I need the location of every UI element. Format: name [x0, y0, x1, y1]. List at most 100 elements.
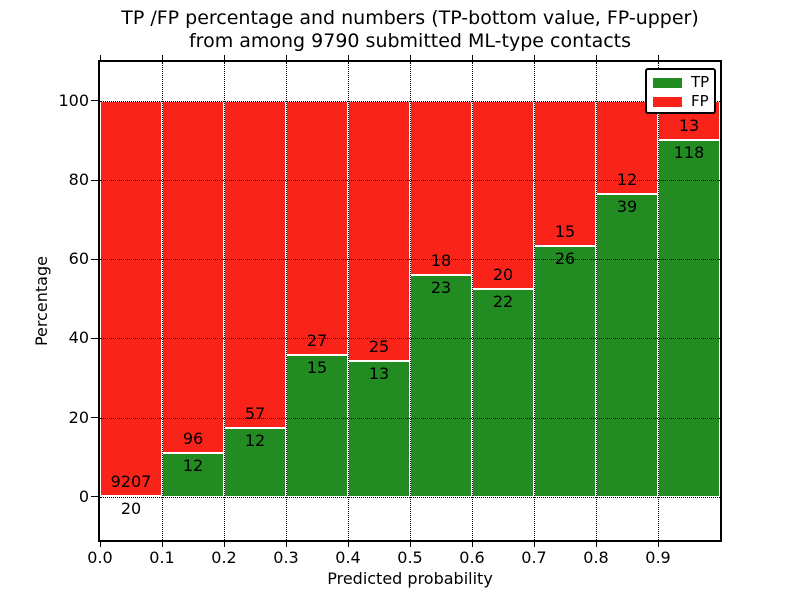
- x-top-tick: [161, 55, 163, 60]
- x-tick-label: 0.9: [645, 548, 671, 567]
- fp-count-label: 20: [492, 265, 514, 285]
- x-tick: [657, 542, 659, 547]
- fp-bar-segment: [286, 100, 348, 356]
- tp-count-label: 39: [616, 196, 638, 216]
- tp-count-label: 118: [673, 143, 705, 163]
- fp-count-label: 18: [430, 250, 452, 270]
- x-tick-label: 0.2: [211, 548, 237, 567]
- fp-bar-segment: [472, 100, 534, 290]
- vertical-gridline: [596, 62, 597, 540]
- vertical-gridline: [286, 62, 287, 540]
- tp-count-label: 26: [554, 248, 576, 268]
- tp-count-label: 23: [430, 277, 452, 297]
- y-tick-label: 40: [68, 328, 89, 348]
- x-tick: [223, 542, 225, 547]
- tp-bar-segment: [658, 140, 720, 497]
- x-top-tick: [533, 55, 535, 60]
- legend: TP FP: [645, 68, 716, 114]
- x-tick-label: 0.8: [583, 548, 609, 567]
- x-top-tick: [409, 55, 411, 60]
- tp-bar-segment: [534, 245, 596, 497]
- fp-legend-swatch: [653, 96, 682, 107]
- y-tick-label: 100: [58, 90, 89, 110]
- fp-count-label: 25: [368, 337, 390, 357]
- vertical-gridline: [534, 62, 535, 540]
- chart-title: TP /FP percentage and numbers (TP-bottom…: [100, 7, 720, 53]
- x-top-tick: [471, 55, 473, 60]
- x-top-tick: [99, 55, 101, 60]
- vertical-gridline: [410, 62, 411, 540]
- x-axis-label: Predicted probability: [327, 569, 493, 588]
- vertical-gridline: [658, 62, 659, 540]
- y-tick: [91, 337, 98, 339]
- x-tick: [161, 542, 163, 547]
- y-tick-label: 80: [68, 170, 89, 189]
- y-tick: [91, 258, 98, 260]
- x-top-tick: [595, 55, 597, 60]
- tp-bar-segment: [286, 355, 348, 497]
- vertical-gridline: [348, 62, 349, 540]
- vertical-gridline: [224, 62, 225, 540]
- legend-item: TP: [653, 73, 710, 92]
- tp-count-label: 15: [306, 358, 328, 378]
- chart-title-line2: from among 9790 submitted ML-type contac…: [188, 30, 632, 52]
- horizontal-gridline: [100, 417, 720, 419]
- x-tick: [99, 542, 101, 547]
- legend-item: FP: [653, 92, 710, 111]
- x-tick-label: 0.3: [273, 548, 299, 567]
- fp-count-label: 96: [182, 428, 204, 448]
- fp-bar-segment: [348, 100, 410, 362]
- horizontal-gridline: [100, 259, 720, 261]
- y-tick: [91, 496, 98, 498]
- plot-area: 9207 20 96 12 57 12 27 15 25 13 18 23 20 22 15 26 12 39 13…: [100, 62, 720, 540]
- legend-label: FP: [691, 92, 709, 110]
- y-tick: [91, 417, 98, 419]
- tp-bar-segment: [410, 274, 472, 497]
- x-top-tick: [285, 55, 287, 60]
- fp-bar-segment: [100, 100, 162, 496]
- x-top-tick: [347, 55, 349, 60]
- x-tick: [285, 542, 287, 547]
- tp-bar-segment: [596, 193, 658, 497]
- y-tick-label: 60: [68, 249, 89, 269]
- fp-count-label: 15: [554, 221, 576, 241]
- y-tick-label: 20: [68, 407, 89, 427]
- x-tick-label: 0.4: [335, 548, 361, 567]
- tp-count-label: 22: [492, 292, 514, 312]
- x-tick: [595, 542, 597, 547]
- fp-count-label: 57: [244, 403, 266, 423]
- fp-bar-segment: [224, 100, 286, 428]
- x-tick-label: 0.0: [87, 548, 113, 567]
- x-tick-label: 0.7: [521, 548, 547, 567]
- x-tick: [409, 542, 411, 547]
- tp-count-label: 13: [368, 364, 390, 384]
- horizontal-gridline: [100, 338, 720, 340]
- horizontal-gridline: [100, 180, 720, 181]
- x-top-tick: [657, 55, 659, 60]
- fp-count-label: 13: [678, 116, 700, 136]
- y-tick: [91, 179, 98, 181]
- tp-legend-swatch: [653, 77, 682, 88]
- x-tick: [471, 542, 473, 547]
- fp-bar-segment: [534, 100, 596, 246]
- legend-label: TP: [691, 73, 710, 91]
- tp-bar-segment: [224, 427, 286, 497]
- tp-count-label: 20: [120, 498, 142, 518]
- tp-count-label: 12: [244, 430, 266, 450]
- y-tick-label: 0: [78, 486, 89, 506]
- x-top-tick: [223, 55, 225, 60]
- chart-title-line1: TP /FP percentage and numbers (TP-bottom…: [121, 7, 699, 29]
- fp-bar-segment: [410, 100, 472, 275]
- fp-count-label: 12: [616, 169, 638, 189]
- x-tick-label: 0.5: [397, 548, 423, 567]
- fp-count-label: 9207: [110, 471, 152, 491]
- tp-count-label: 12: [182, 455, 204, 475]
- fp-bar-segment: [596, 100, 658, 194]
- horizontal-gridline: [100, 100, 720, 102]
- fp-bar-segment: [162, 100, 224, 453]
- vertical-gridline: [162, 62, 163, 540]
- horizontal-gridline: [100, 496, 720, 498]
- tp-bar-segment: [472, 289, 534, 497]
- vertical-gridline: [472, 62, 473, 540]
